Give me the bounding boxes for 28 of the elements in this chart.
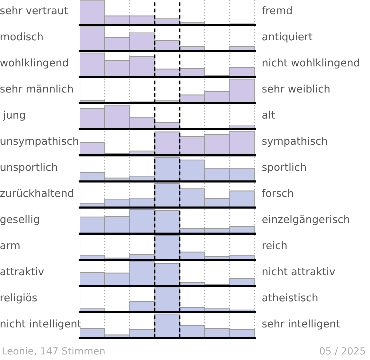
y2-axis-title: reich: [262, 241, 287, 250]
y-axis-title: jung: [3, 110, 26, 122]
y2-axis-title: forsch: [262, 189, 294, 198]
y2-axis-title: sportlich: [262, 163, 306, 174]
text: Leonie, 147 Stimmen: [2, 347, 105, 356]
y-axis-title: religiös: [0, 294, 38, 304]
y-axis-title: gesellig: [0, 215, 40, 226]
y2-axis-title: sehr intelligent: [262, 320, 340, 330]
y2-axis-title: einzelgängerisch: [262, 215, 350, 226]
y-axis-title: attraktiv: [0, 268, 44, 276]
y2-axis-title: fremd: [262, 6, 292, 15]
y-axis-title: arm: [0, 244, 20, 250]
y2-axis-title: atheistisch: [262, 294, 318, 302]
y-axis-title: modisch: [0, 32, 43, 41]
text: 05 / 2025: [320, 347, 366, 356]
y-axis-title: unsportlich: [0, 163, 58, 174]
y-axis-title: nicht intelligent: [0, 320, 82, 330]
y-axis-title: sehr männlich: [0, 84, 73, 93]
y2-axis-title: nicht attraktiv: [262, 268, 336, 276]
y2-axis-title: antiquiert: [262, 32, 313, 43]
y2-axis-title: nicht wohlklingend: [262, 58, 360, 69]
y-axis-title: sehr vertraut: [0, 6, 68, 15]
y2-axis-title: sympathisch: [262, 137, 328, 148]
y2-axis-title: alt: [262, 110, 276, 119]
y2-axis-title: sehr weiblich: [262, 84, 330, 93]
y-axis-title: zurückhaltend: [0, 189, 74, 198]
y-axis-title: unsympathisch: [0, 137, 78, 148]
y-axis-title: wohlklingend: [0, 58, 68, 69]
